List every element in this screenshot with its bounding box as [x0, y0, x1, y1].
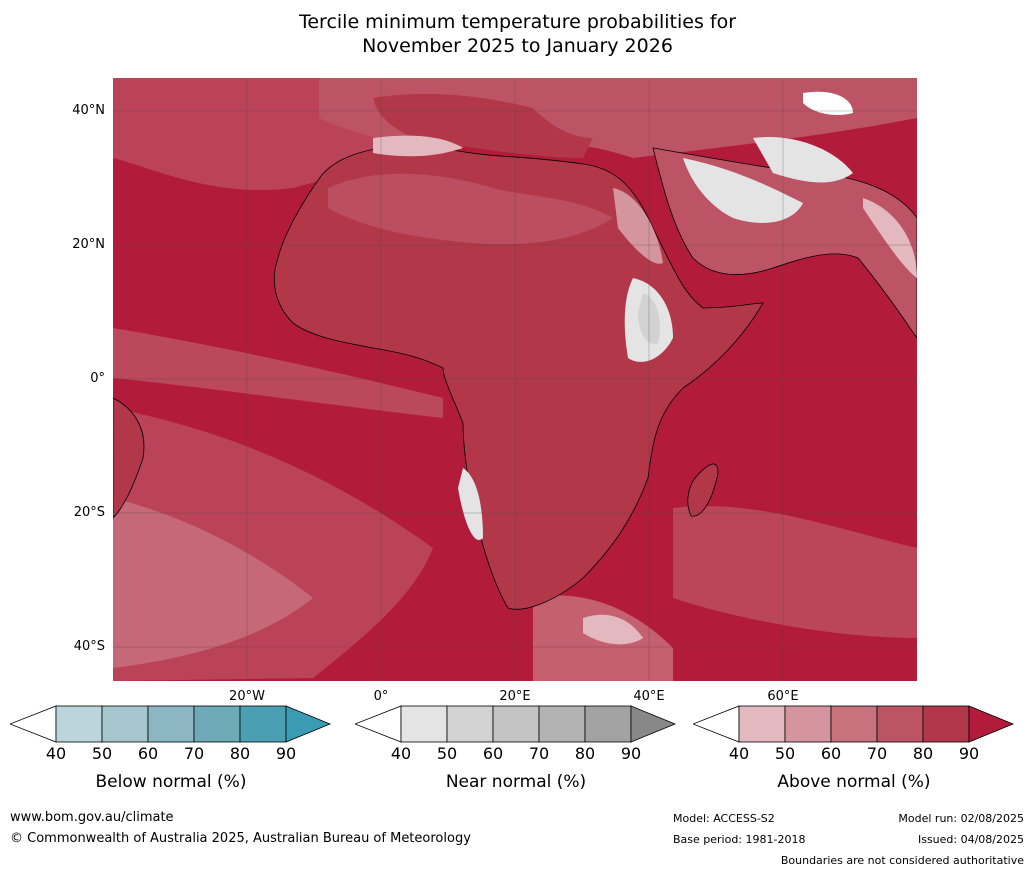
arabia-near-normal: [683, 158, 803, 223]
colorbar-segment: [147, 705, 195, 743]
colorbar-segment: [876, 705, 924, 743]
colorbar-segment: [492, 705, 540, 743]
lat-label-40s: 40°S: [73, 639, 105, 654]
lon-label-60e: 60°E: [767, 689, 799, 704]
colorbar-segment: [922, 705, 970, 743]
legend-title: Near normal (%): [445, 772, 587, 792]
colorbar-segment: [55, 705, 103, 743]
colorbar-segment: [285, 705, 332, 743]
legend-title: Below normal (%): [95, 772, 247, 792]
madagascar-land: [687, 463, 719, 517]
legend-tick: 50: [436, 744, 458, 763]
legend-tick: 50: [774, 744, 796, 763]
legend-tick: 70: [183, 744, 205, 763]
india-coast-region: [863, 198, 917, 278]
lon-label-0: 0°: [373, 689, 389, 704]
colorbar-above: [691, 705, 1015, 743]
colorbar-segment: [630, 705, 677, 743]
legend-title: Above normal (%): [777, 772, 931, 792]
legend-tick: 70: [528, 744, 550, 763]
copyright-text: © Commonwealth of Australia 2025, Austra…: [10, 831, 471, 846]
base-period-text: Base period: 1981-2018: [673, 833, 806, 846]
colorbar-segment: [738, 705, 786, 743]
lat-label-20n: 20°N: [72, 237, 105, 252]
legend-tick: 60: [482, 744, 504, 763]
legend-tick: 40: [390, 744, 412, 763]
lon-label-20e: 20°E: [499, 689, 531, 704]
legend-tick: 70: [866, 744, 888, 763]
website-link[interactable]: www.bom.gov.au/climate: [10, 810, 174, 825]
map-svg: [113, 78, 917, 681]
colorbar-segment: [584, 705, 632, 743]
ocean-band: [113, 328, 443, 418]
title-line-1: Tercile minimum temperature probabilitie…: [298, 11, 737, 33]
iran-near-normal: [753, 137, 853, 183]
mediterranean-sea: [373, 93, 593, 158]
legend-tick: 60: [820, 744, 842, 763]
legend-tick: 40: [728, 744, 750, 763]
legend-tick: 40: [45, 744, 67, 763]
disclaimer-text: Boundaries are not considered authoritat…: [780, 854, 1024, 867]
colorbar-segment: [784, 705, 832, 743]
probability-map: [113, 78, 917, 681]
colorbar-segment: [446, 705, 494, 743]
ocean-band: [673, 506, 917, 638]
colorbar-segment: [193, 705, 241, 743]
colorbar-segment: [239, 705, 287, 743]
graticule: [113, 78, 917, 681]
lon-label-40e: 40°E: [633, 689, 665, 704]
legend-tick: 80: [574, 744, 596, 763]
lat-label-40n: 40°N: [72, 103, 105, 118]
model-text: Model: ACCESS-S2: [673, 812, 775, 825]
colorbar-segment: [968, 705, 1015, 743]
lon-label-20w: 20°W: [229, 689, 265, 704]
southern-ocean-patch: [583, 614, 643, 645]
colorbar-below: [8, 705, 332, 743]
legend-tick: 80: [912, 744, 934, 763]
caspian-region: [803, 91, 853, 115]
legend-tick: 50: [91, 744, 113, 763]
legend-tick: 90: [275, 744, 297, 763]
legend-tick: 80: [229, 744, 251, 763]
atlas-region: [373, 135, 463, 157]
legend-above-normal: 40 50 60 70 80 90 Above normal (%): [691, 704, 1015, 792]
lat-label-0: 0°: [90, 371, 105, 386]
africa-land: [273, 145, 764, 610]
sahara-region: [328, 173, 613, 245]
legend-below-normal: 40 50 60 70 80 90 Below normal (%): [8, 704, 332, 792]
legend-tick: 90: [958, 744, 980, 763]
colorbar-segment: [400, 705, 448, 743]
lat-label-20s: 20°S: [73, 505, 105, 520]
colorbar-segment: [538, 705, 586, 743]
namib-coast: [458, 468, 483, 540]
ocean-band: [113, 498, 313, 668]
colorbar-segment: [101, 705, 149, 743]
colorbar-near: [353, 705, 677, 743]
legend-near-normal: 40 50 60 70 80 90 Near normal (%): [353, 704, 677, 792]
legend-tick: 60: [137, 744, 159, 763]
model-run-text: Model run: 02/08/2025: [898, 812, 1024, 825]
title-line-2: November 2025 to January 2026: [362, 35, 673, 57]
south-america-edge: [113, 397, 145, 519]
chart-title: Tercile minimum temperature probabilitie…: [0, 10, 1035, 58]
legend-tick: 90: [620, 744, 642, 763]
colorbar-segment: [830, 705, 878, 743]
issued-text: Issued: 04/08/2025: [917, 833, 1024, 846]
